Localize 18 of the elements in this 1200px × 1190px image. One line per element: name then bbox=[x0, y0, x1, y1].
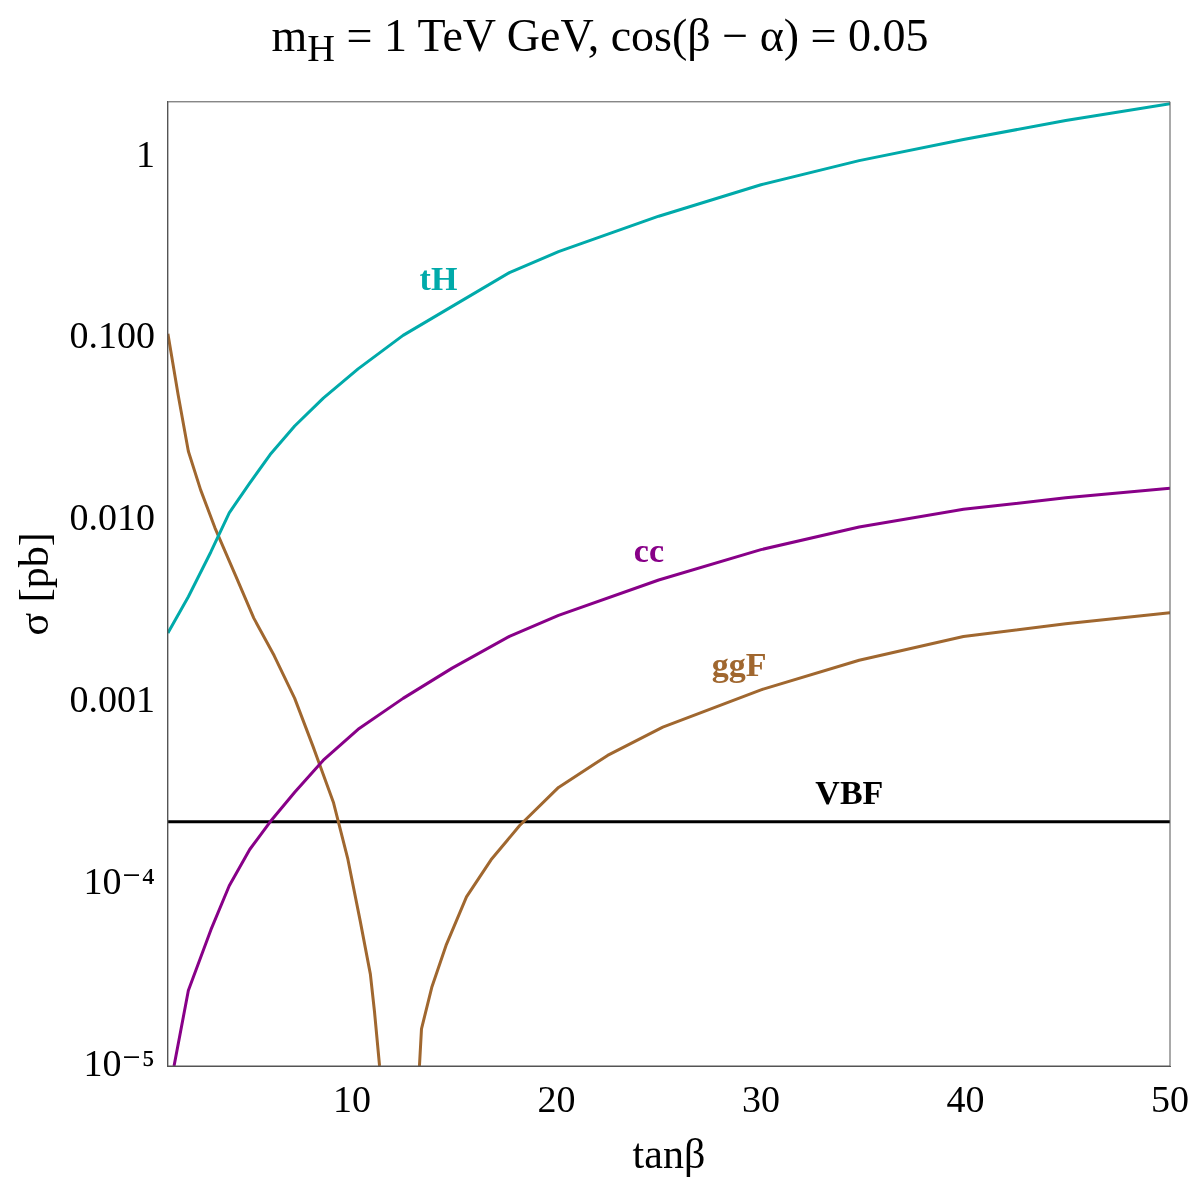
x-tick-label: 50 bbox=[1151, 1077, 1189, 1120]
y-tick-label: 0.001 bbox=[69, 678, 155, 721]
y-axis-title: σ [pb] bbox=[11, 532, 58, 636]
x-axis-title: tanβ bbox=[632, 1131, 706, 1178]
y-tick-label: 10⁻⁴ bbox=[83, 860, 155, 903]
x-tick-label: 10 bbox=[332, 1077, 371, 1120]
y-tick-label: 0.100 bbox=[69, 314, 155, 357]
series-label: cc bbox=[633, 531, 665, 569]
chart-title: m$_{H}$ = 1 TeV GeV, cos(β − α) = 0.05 bbox=[270, 9, 930, 72]
x-tick-label: 40 bbox=[946, 1077, 985, 1120]
x-tick-label: 20 bbox=[537, 1077, 576, 1120]
y-tick-label: 0.010 bbox=[69, 496, 155, 539]
series-label: VBF bbox=[815, 773, 884, 811]
x-tick-label: 30 bbox=[741, 1077, 780, 1120]
series-label: ggF bbox=[711, 646, 767, 684]
y-tick-label: 1 bbox=[135, 132, 155, 175]
series-label: tH bbox=[419, 260, 458, 298]
y-tick-label: 10⁻⁵ bbox=[83, 1042, 155, 1085]
